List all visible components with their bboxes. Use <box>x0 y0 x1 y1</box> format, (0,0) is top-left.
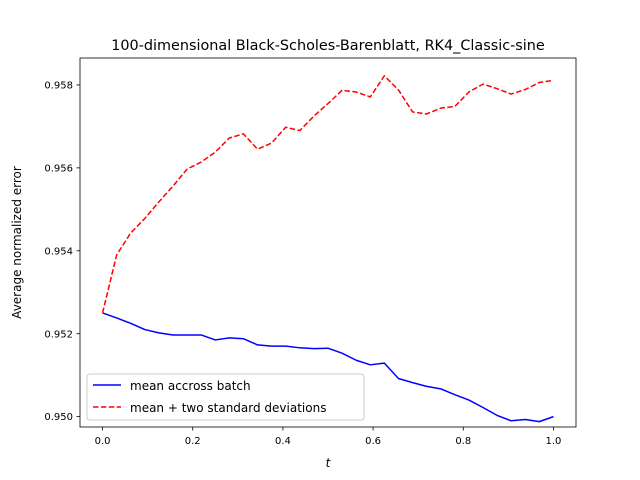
legend-label-upper: mean + two standard deviations <box>130 401 326 415</box>
legend-box <box>86 373 365 421</box>
axes-frame <box>79 57 577 428</box>
x-tick-label: 0.8 <box>455 436 471 447</box>
y-tick-label: 0.952 <box>44 329 73 340</box>
y-tick-label: 0.954 <box>44 246 73 257</box>
x-axis-label: t <box>326 456 332 470</box>
y-tick-label: 0.958 <box>44 81 73 92</box>
x-tick-label: 0.0 <box>95 436 111 447</box>
series-line-mean <box>102 312 554 423</box>
chart-title: 100-dimensional Black-Scholes-Barenblatt… <box>111 38 545 54</box>
x-axis-ticks: 0.0 0.2 0.4 0.6 0.8 1.0 <box>95 427 562 447</box>
x-tick-label: 0.2 <box>185 436 201 447</box>
y-tick-label: 0.950 <box>44 412 73 423</box>
x-tick-label: 0.6 <box>365 436 381 447</box>
y-tick-label: 0.956 <box>44 163 73 174</box>
plot-lines <box>101 75 554 423</box>
x-tick-label: 1.0 <box>546 436 562 447</box>
y-axis-ticks: 0.950 0.952 0.954 0.956 0.958 <box>44 81 80 423</box>
x-tick-label: 0.4 <box>275 436 291 447</box>
legend-label-mean: mean accross batch <box>130 379 251 393</box>
series-line-upper <box>101 75 554 314</box>
legend: mean accross batch mean + two standard d… <box>86 373 365 421</box>
y-axis-label: Average normalized error <box>10 166 24 319</box>
